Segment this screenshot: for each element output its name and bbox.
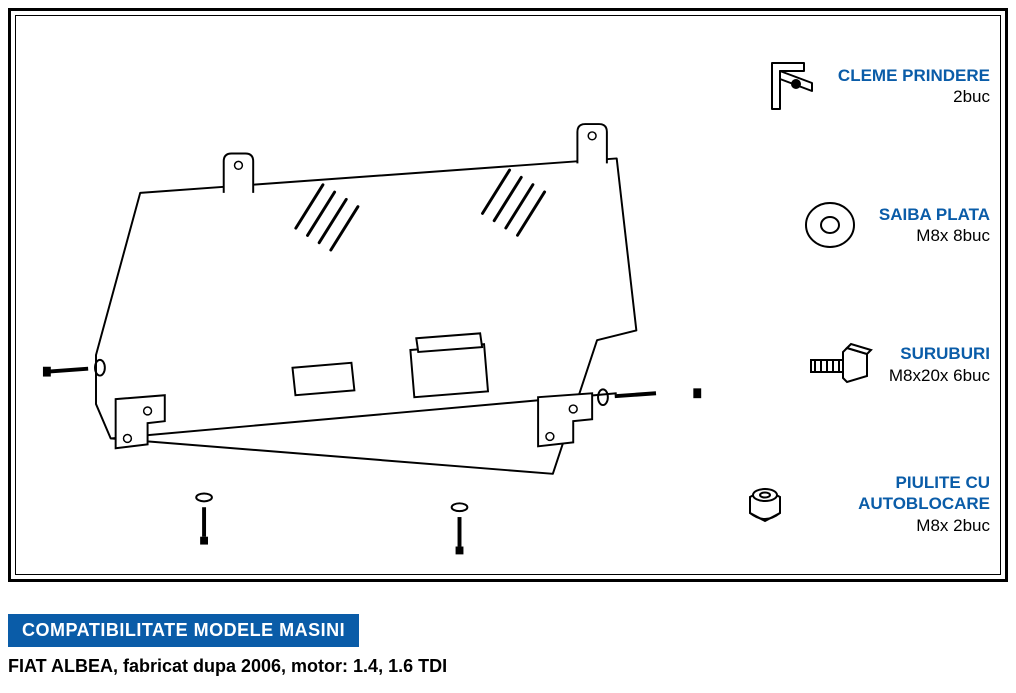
- part-text: SURUBURIM8x20x 6buc: [889, 343, 990, 386]
- bracket-icon: [754, 51, 824, 121]
- bolt-icon: [805, 330, 875, 400]
- skid-plate-drawing: [16, 16, 736, 576]
- parts-list: CLEME PRINDERE2buc SAIBA PLATAM8x 8buc SUR…: [730, 26, 990, 564]
- part-text: CLEME PRINDERE2buc: [838, 65, 990, 108]
- part-row: SURUBURIM8x20x 6buc: [730, 305, 990, 425]
- part-title: SURUBURI: [889, 343, 990, 364]
- part-text: SAIBA PLATAM8x 8buc: [879, 204, 990, 247]
- part-row: PIULITE CU AUTOBLOCAREM8x 2buc: [730, 444, 990, 564]
- washer-icon: [795, 190, 865, 260]
- outer-frame: CLEME PRINDERE2buc SAIBA PLATAM8x 8buc SUR…: [8, 8, 1008, 582]
- compat-text: FIAT ALBEA, fabricat dupa 2006, motor: 1…: [8, 656, 447, 677]
- part-text: PIULITE CU AUTOBLOCAREM8x 2buc: [814, 472, 990, 536]
- main-diagram: [16, 16, 736, 576]
- part-subtitle: 2buc: [838, 86, 990, 107]
- part-title: SAIBA PLATA: [879, 204, 990, 225]
- part-subtitle: M8x 2buc: [814, 515, 990, 536]
- part-row: SAIBA PLATAM8x 8buc: [730, 165, 990, 285]
- locknut-icon: [730, 469, 800, 539]
- compat-heading: COMPATIBILITATE MODELE MASINI: [22, 620, 345, 640]
- part-row: CLEME PRINDERE2buc: [730, 26, 990, 146]
- compat-heading-bar: COMPATIBILITATE MODELE MASINI: [8, 614, 359, 647]
- part-subtitle: M8x20x 6buc: [889, 365, 990, 386]
- part-subtitle: M8x 8buc: [879, 225, 990, 246]
- inner-frame: CLEME PRINDERE2buc SAIBA PLATAM8x 8buc SUR…: [15, 15, 1001, 575]
- part-title: CLEME PRINDERE: [838, 65, 990, 86]
- part-title: PIULITE CU AUTOBLOCARE: [814, 472, 990, 515]
